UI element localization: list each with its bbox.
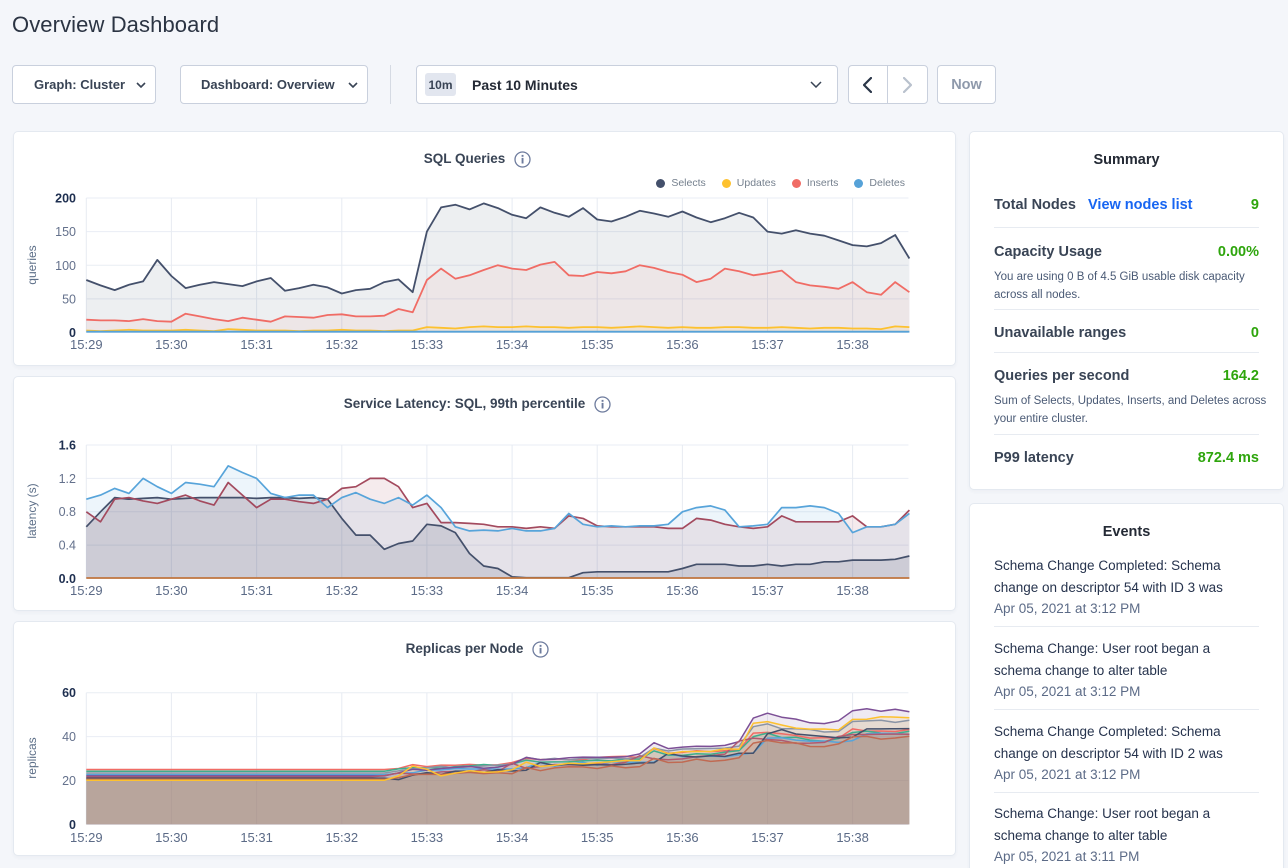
- svg-text:15:33: 15:33: [411, 583, 444, 598]
- svg-text:15:35: 15:35: [581, 337, 614, 352]
- svg-text:1.2: 1.2: [59, 472, 76, 486]
- svg-text:150: 150: [55, 225, 76, 239]
- svg-text:60: 60: [62, 686, 76, 700]
- svg-text:15:38: 15:38: [836, 830, 869, 845]
- svg-text:15:37: 15:37: [751, 583, 784, 598]
- svg-text:15:38: 15:38: [836, 337, 869, 352]
- svg-text:0.8: 0.8: [59, 505, 76, 519]
- svg-text:15:30: 15:30: [155, 337, 188, 352]
- svg-text:15:29: 15:29: [70, 337, 103, 352]
- svg-text:15:34: 15:34: [496, 583, 529, 598]
- svg-text:15:32: 15:32: [326, 830, 359, 845]
- svg-text:15:35: 15:35: [581, 830, 614, 845]
- svg-text:15:37: 15:37: [751, 830, 784, 845]
- svg-text:replicas: replicas: [25, 737, 39, 778]
- svg-text:15:34: 15:34: [496, 830, 529, 845]
- svg-text:15:29: 15:29: [70, 583, 103, 598]
- svg-text:15:38: 15:38: [836, 583, 869, 598]
- svg-text:15:33: 15:33: [411, 337, 444, 352]
- svg-text:15:36: 15:36: [666, 583, 699, 598]
- svg-text:15:30: 15:30: [155, 830, 188, 845]
- svg-text:0.0: 0.0: [59, 572, 76, 586]
- svg-text:queries: queries: [25, 245, 39, 284]
- svg-text:0: 0: [69, 326, 76, 340]
- svg-text:0.4: 0.4: [59, 539, 76, 553]
- svg-text:15:31: 15:31: [240, 583, 273, 598]
- svg-text:1.6: 1.6: [59, 439, 76, 453]
- svg-text:15:35: 15:35: [581, 583, 614, 598]
- svg-text:15:32: 15:32: [326, 337, 359, 352]
- svg-text:15:36: 15:36: [666, 337, 699, 352]
- svg-text:15:33: 15:33: [411, 830, 444, 845]
- svg-text:50: 50: [62, 292, 76, 306]
- svg-text:15:30: 15:30: [155, 583, 188, 598]
- svg-text:15:37: 15:37: [751, 337, 784, 352]
- svg-text:15:34: 15:34: [496, 337, 529, 352]
- svg-text:15:31: 15:31: [240, 830, 273, 845]
- svg-text:15:31: 15:31: [240, 337, 273, 352]
- svg-text:100: 100: [55, 259, 76, 273]
- svg-text:latency (s): latency (s): [25, 483, 39, 538]
- svg-text:40: 40: [62, 730, 76, 744]
- svg-text:20: 20: [62, 774, 76, 788]
- svg-text:15:29: 15:29: [70, 830, 103, 845]
- svg-text:15:32: 15:32: [326, 583, 359, 598]
- svg-text:200: 200: [55, 192, 76, 206]
- svg-text:0: 0: [69, 818, 76, 832]
- svg-text:15:36: 15:36: [666, 830, 699, 845]
